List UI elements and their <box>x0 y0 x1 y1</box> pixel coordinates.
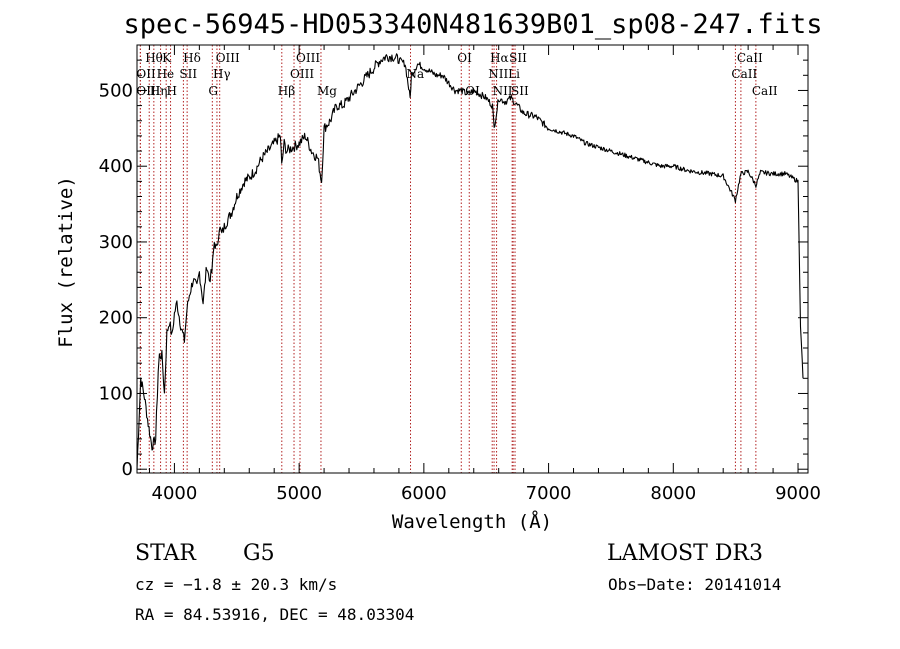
x-axis-label: Wavelength (Å) <box>392 510 552 533</box>
y-tick-label-5: 500 <box>99 80 133 101</box>
x-tick-label-1: 5000 <box>276 483 322 504</box>
spectral-line-label-7: Hδ <box>183 51 201 65</box>
spectral-line-label-12: Hβ <box>278 84 295 98</box>
spectral-line-label-1: OII <box>136 67 156 81</box>
y-tick-label-4: 400 <box>99 156 133 177</box>
star-class-label: STAR <box>135 541 197 566</box>
spectral-line-label-5: K <box>162 51 172 65</box>
spectral-line-label-23: Li <box>508 67 520 81</box>
y-tick-label-3: 300 <box>99 232 133 253</box>
radec-text: RA = 84.53916, DEC = 48.03304 <box>135 605 414 624</box>
survey-label: LAMOST DR3 <box>607 541 763 566</box>
y-tick-label-2: 200 <box>99 308 133 329</box>
spectral-line-label-6: H <box>167 84 177 98</box>
y-axis-label: Flux (relative) <box>55 176 77 348</box>
spectral-line-label-2: OIII <box>136 84 160 98</box>
spectrum-series <box>136 53 804 470</box>
spectral-line-label-22: SII <box>509 51 527 65</box>
spectral-line-markers <box>139 45 757 473</box>
spectral-line-label-27: CaII <box>752 84 778 98</box>
spectral-line-label-20: NII <box>488 67 508 81</box>
y-tick-label-0: 0 <box>122 459 133 480</box>
spectral-line-label-9: OIII <box>216 51 240 65</box>
star-subclass-label: G5 <box>243 541 275 566</box>
obs-date-text: Obs−Date: 20141014 <box>608 575 781 594</box>
spectrum-line <box>136 53 804 470</box>
chart-title: spec-56945-HD053340N481639B01_sp08-247.f… <box>124 9 823 40</box>
x-tick-label-0: 4000 <box>152 483 198 504</box>
spectral-line-label-19: Hα <box>490 51 509 65</box>
x-tick-label-2: 6000 <box>401 483 447 504</box>
x-tick-label-3: 7000 <box>526 483 572 504</box>
x-tick-label-4: 8000 <box>650 483 696 504</box>
x-axis-ticks: 4000 5000 6000 7000 8000 9000 <box>148 45 821 504</box>
y-axis-ticks: 0 100 200 300 400 500 <box>99 59 808 480</box>
spectral-line-label-25: CaII <box>737 51 763 65</box>
x-tick-label-5: 9000 <box>775 483 821 504</box>
spectral-line-label-13: OIII <box>296 51 320 65</box>
spectral-line-label-21: NII <box>493 84 513 98</box>
spectral-line-label-3: He <box>157 67 175 81</box>
spectral-line-label-15: Mg <box>317 84 337 98</box>
plot-frame <box>136 44 809 474</box>
cz-text: cz = −1.8 ± 20.3 km/s <box>135 575 337 594</box>
spectral-line-label-17: OI <box>457 51 472 65</box>
spectral-line-label-11: G <box>208 84 218 98</box>
y-tick-label-1: 100 <box>99 383 133 404</box>
spectral-line-label-0: Hθ <box>145 51 163 65</box>
spectral-line-label-14: OIII <box>290 67 314 81</box>
spectral-line-label-26: CaII <box>731 67 757 81</box>
spectral-line-label-8: SII <box>179 67 197 81</box>
spectral-line-label-24: SII <box>511 84 529 98</box>
spectral-line-label-10: Hγ <box>213 67 231 81</box>
spectral-line-label-4: Hη <box>150 84 168 98</box>
